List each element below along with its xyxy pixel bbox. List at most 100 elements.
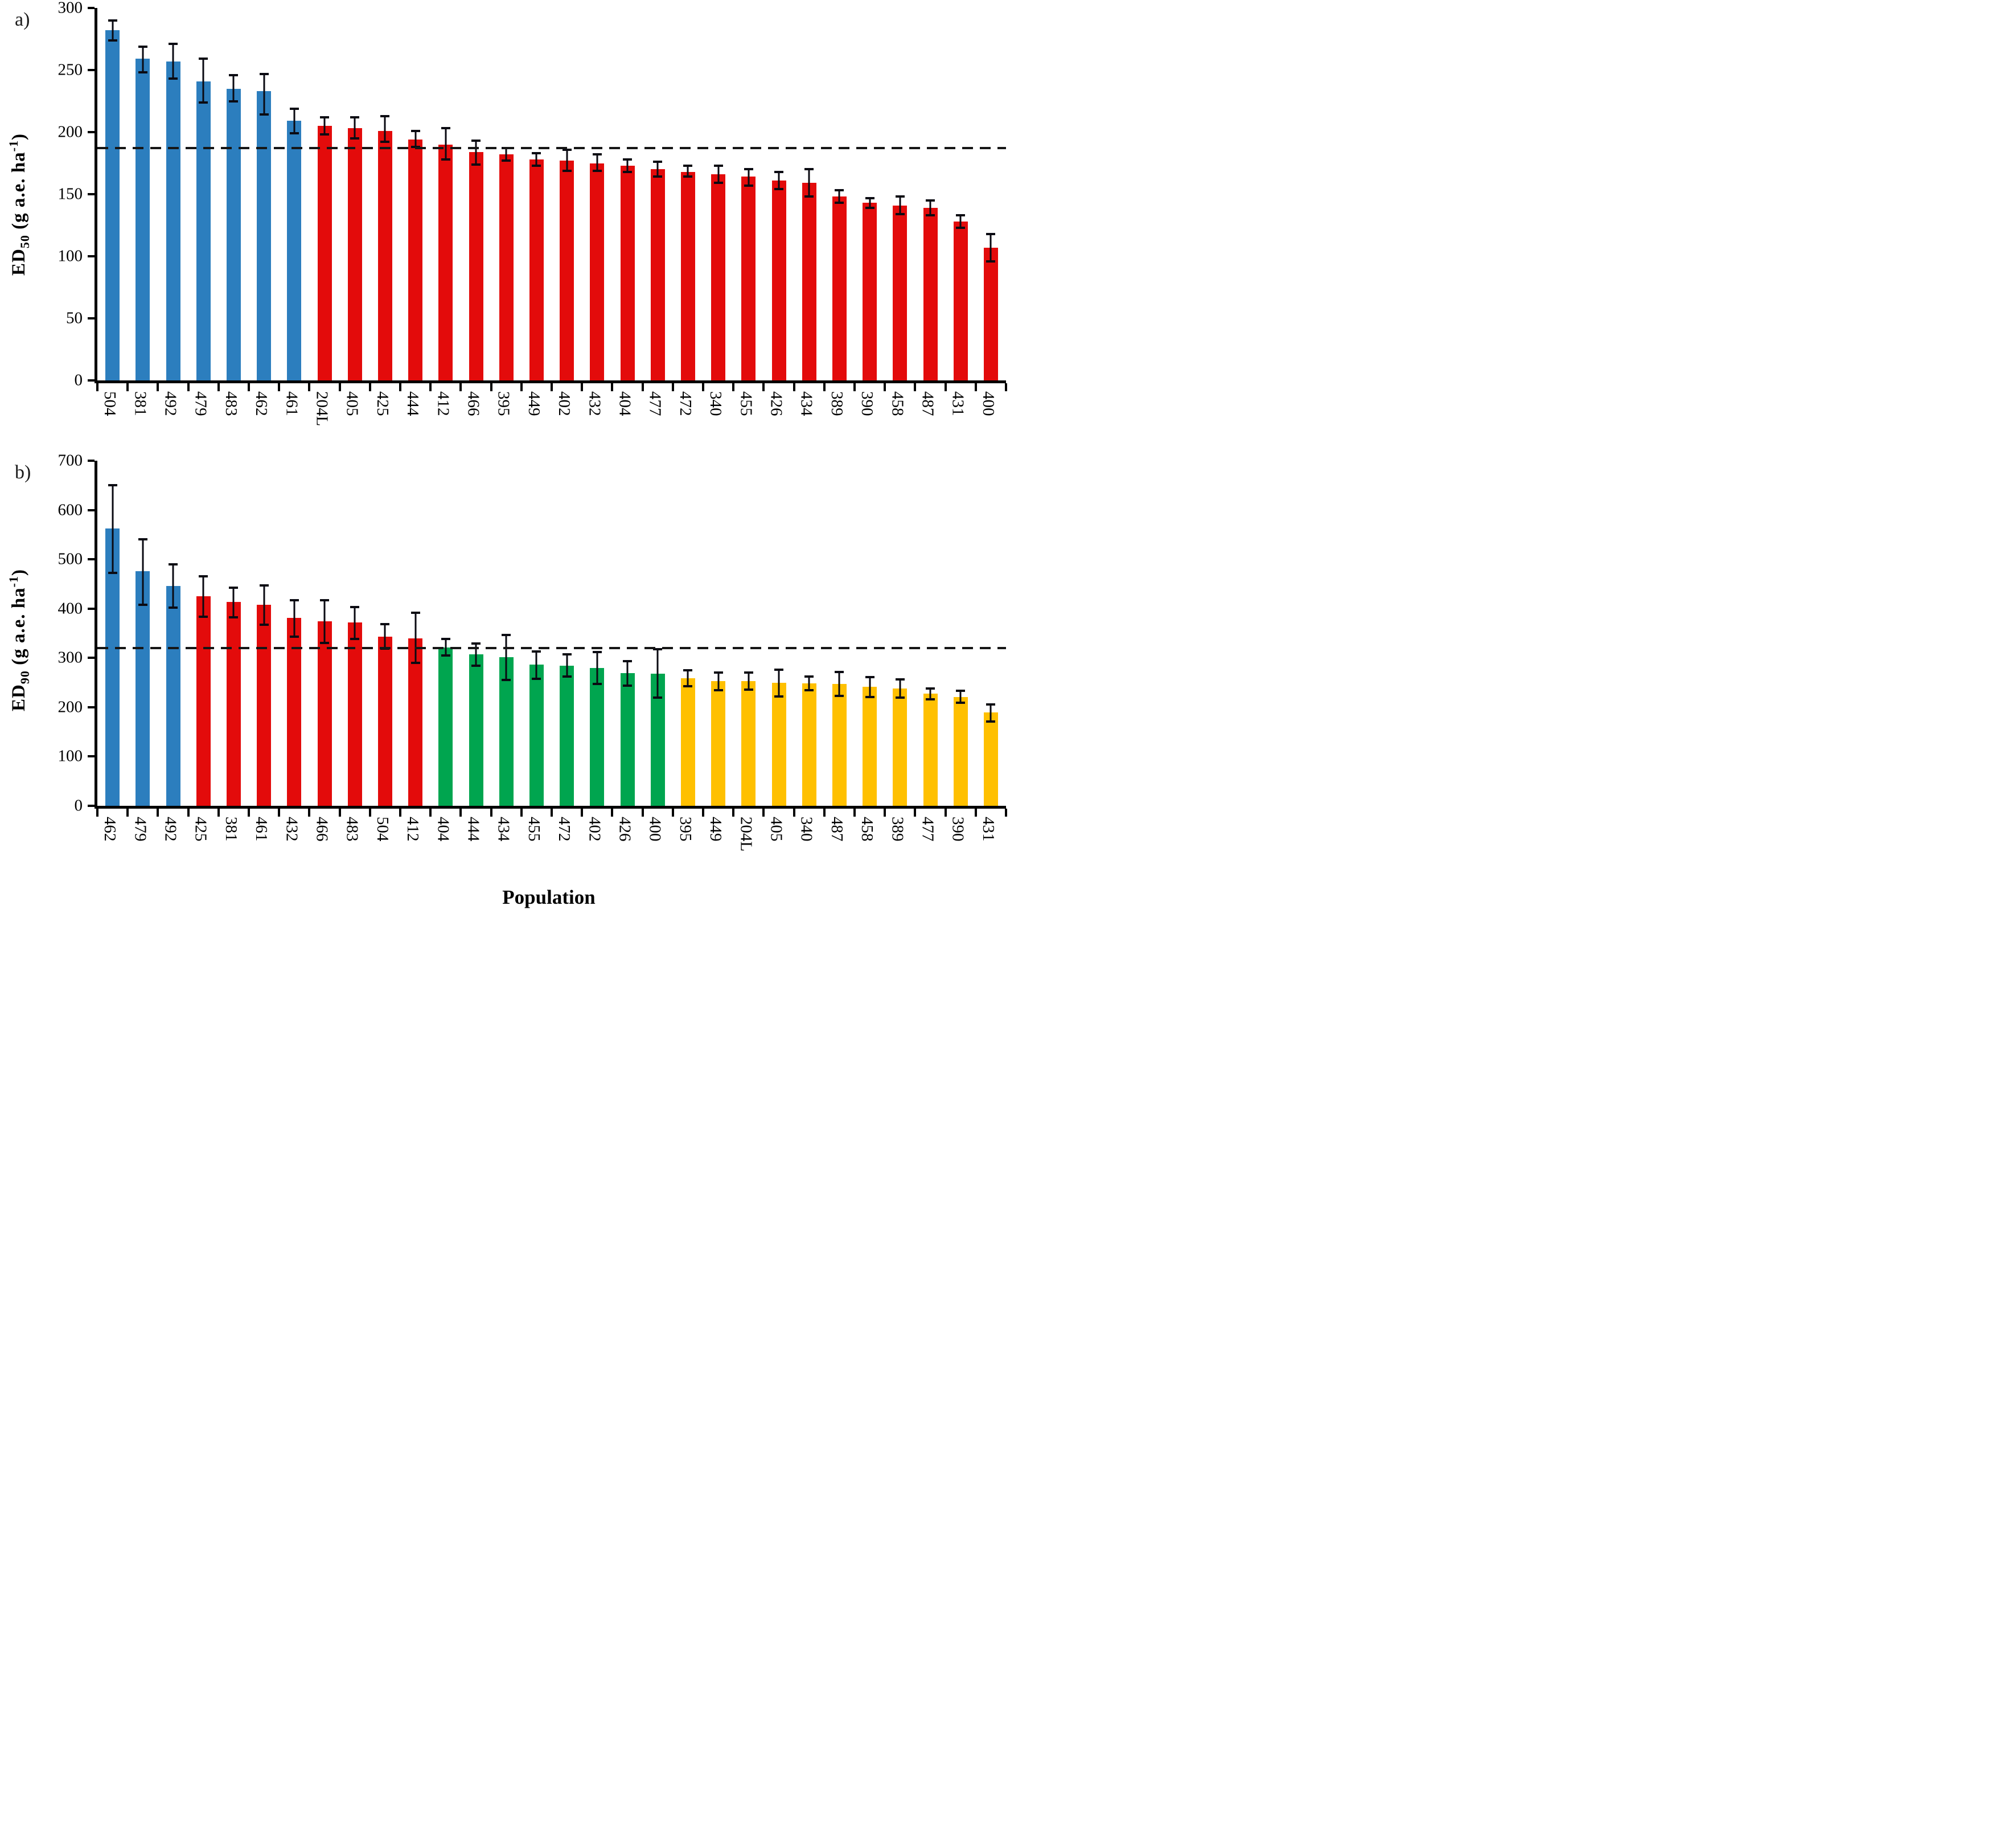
x-tick-label-text: 455	[524, 817, 543, 842]
x-tick	[551, 383, 553, 391]
x-tick	[157, 383, 159, 391]
error-cap-bottom-425	[199, 616, 208, 618]
error-bar-487	[838, 671, 840, 696]
y-tick	[88, 255, 95, 257]
x-tick	[217, 383, 220, 391]
x-tick	[641, 809, 644, 817]
error-bar-395	[687, 670, 689, 686]
error-bar-461	[263, 585, 265, 625]
x-tick-label-425: 425	[367, 391, 397, 416]
x-tick	[974, 809, 977, 817]
x-tick-label-text: 472	[555, 817, 574, 842]
bar-487	[832, 684, 847, 806]
x-tick-label-text: 479	[191, 391, 210, 416]
error-cap-top-400	[986, 232, 996, 235]
y-label-b-unit-close: )	[9, 569, 30, 576]
y-tick	[88, 706, 95, 708]
error-cap-top-402	[562, 148, 572, 151]
x-tick-label-text: 444	[464, 817, 483, 842]
error-bar-412	[445, 128, 447, 159]
error-cap-bottom-444	[410, 146, 420, 149]
x-tick	[459, 383, 462, 391]
x-tick	[581, 809, 584, 817]
x-tick	[368, 383, 371, 391]
error-cap-bottom-466	[471, 163, 481, 166]
bar-462	[105, 528, 120, 806]
y-label-b-prefix: ED	[9, 684, 30, 711]
bar-483	[347, 622, 362, 806]
x-tick-label-462: 462	[246, 391, 276, 416]
x-tick-label-text: 458	[858, 817, 877, 842]
bar-389	[893, 688, 908, 806]
error-cap-bottom-455	[532, 677, 541, 680]
error-bar-431	[989, 704, 992, 722]
x-tick-label-text: 466	[464, 391, 483, 416]
error-cap-bottom-472	[683, 175, 693, 178]
error-cap-top-466	[471, 140, 481, 142]
x-tick-label-381: 381	[125, 391, 155, 416]
x-tick-label-204L: 204L	[306, 391, 336, 426]
error-cap-top-405	[350, 116, 360, 118]
x-tick	[914, 383, 917, 391]
bar-204L	[741, 681, 756, 806]
y-tick-label: 600	[58, 501, 83, 519]
error-bar-449	[535, 153, 537, 166]
x-tick-label-text: 431	[979, 817, 997, 842]
error-cap-bottom-405	[774, 695, 783, 698]
x-tick	[368, 809, 371, 817]
error-cap-top-204L	[744, 671, 753, 674]
error-cap-bottom-449	[532, 164, 541, 167]
error-bar-479	[142, 539, 144, 605]
x-tick-label-text: 472	[676, 391, 695, 416]
x-tick-label-458: 458	[852, 817, 882, 842]
x-tick-label-text: 402	[585, 817, 604, 842]
error-cap-bottom-390	[865, 206, 874, 209]
x-tick	[914, 809, 917, 817]
bar-487	[923, 207, 938, 380]
x-tick	[944, 809, 947, 817]
x-tick-label-458: 458	[882, 391, 912, 416]
error-bar-479	[202, 59, 204, 103]
x-tick-label-text: 431	[949, 391, 967, 416]
x-tick	[157, 809, 159, 817]
y-tick-label: 300	[58, 0, 83, 17]
y-tick	[88, 509, 95, 511]
x-tick-label-472: 472	[670, 391, 700, 416]
bar-432	[287, 618, 302, 806]
y-tick	[88, 69, 95, 71]
x-tick-label-402: 402	[549, 391, 579, 416]
error-bar-483	[232, 75, 235, 101]
bar-483	[226, 88, 241, 380]
error-bar-434	[808, 169, 810, 197]
error-cap-bottom-458	[895, 212, 905, 215]
x-tick-label-text: 432	[282, 817, 301, 842]
x-tick-label-text: 204L	[313, 391, 331, 427]
error-cap-bottom-466	[320, 642, 329, 645]
figure-page: a) ED50 (g a.e. ha-1) 0 50 100 150 200 250 300…	[0, 0, 1008, 918]
x-tick	[884, 383, 886, 391]
bar-444	[469, 654, 483, 806]
error-bar-462	[112, 485, 114, 573]
y-label-b-sup: -1	[6, 576, 21, 588]
error-cap-bottom-458	[865, 695, 874, 698]
error-bar-425	[202, 576, 204, 617]
error-bar-381	[232, 588, 235, 618]
bar-412	[408, 638, 423, 806]
error-bar-477	[929, 688, 931, 700]
x-tick-label-426: 426	[761, 391, 791, 416]
error-bar-432	[293, 600, 295, 637]
x-tick-label-405: 405	[337, 391, 367, 416]
x-tick	[611, 809, 614, 817]
x-tick-label-text: 504	[101, 391, 120, 416]
bar-412	[438, 144, 453, 380]
x-tick-label-text: 340	[797, 817, 816, 842]
error-cap-top-426	[623, 660, 632, 663]
error-cap-top-444	[410, 129, 420, 132]
x-tick	[217, 809, 220, 817]
error-cap-top-340	[713, 164, 723, 167]
error-cap-bottom-402	[562, 169, 572, 172]
y-label-a-prefix: ED	[9, 248, 30, 276]
x-tick-label-text: 425	[373, 391, 392, 416]
bar-431	[983, 712, 998, 806]
x-tick-label-text: 426	[767, 391, 786, 416]
